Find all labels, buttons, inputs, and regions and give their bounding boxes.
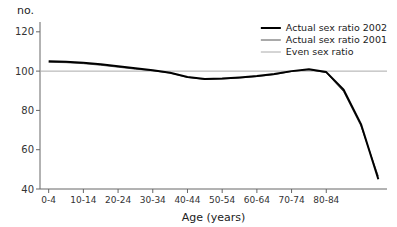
legend-label: Actual sex ratio 2002 — [286, 22, 387, 33]
x-axis-label: Age (years) — [182, 211, 246, 224]
x-tick — [48, 189, 49, 193]
x-tick — [187, 189, 188, 193]
x-tick — [291, 189, 292, 193]
x-tick-label: 20-24 — [105, 195, 131, 205]
x-tick — [222, 189, 223, 193]
y-tick-label: 80 — [21, 105, 34, 116]
y-tick-label: 60 — [21, 144, 34, 155]
series-line — [49, 61, 379, 179]
x-tick-label: 70-74 — [278, 195, 304, 205]
y-tick — [36, 110, 40, 111]
legend-label: Even sex ratio — [286, 46, 354, 57]
y-tick-label: 40 — [21, 184, 34, 195]
chart: 40 60 80 100 120 0-4 10-14 20-24 30-34 40-44 50-54… — [0, 0, 397, 227]
x-tick-label: 10-14 — [70, 195, 96, 205]
reference-line — [40, 71, 387, 72]
y-axis-label: no. — [17, 4, 34, 17]
x-tick — [152, 189, 153, 193]
x-tick — [256, 189, 257, 193]
y-tick — [36, 149, 40, 150]
legend: Actual sex ratio 2002Actual sex ratio 20… — [261, 22, 387, 57]
x-axis-line — [40, 189, 387, 190]
x-tick-label: 40-44 — [174, 195, 200, 205]
plot-area — [40, 61, 387, 179]
x-tick-label: 60-64 — [244, 195, 270, 205]
x-tick-label: 80-84 — [313, 195, 339, 205]
x-tick-label: 50-54 — [209, 195, 235, 205]
y-tick — [36, 71, 40, 72]
legend-swatch — [261, 27, 281, 29]
y-tick — [36, 31, 40, 32]
legend-label: Actual sex ratio 2001 — [286, 34, 387, 45]
x-tick-label: 0-4 — [41, 195, 56, 205]
x-tick — [118, 189, 119, 193]
y-tick-label: 100 — [15, 66, 34, 77]
x-tick-label: 30-34 — [140, 195, 166, 205]
y-tick-label: 120 — [15, 26, 34, 37]
legend-swatch — [261, 52, 281, 53]
x-tick — [326, 189, 327, 193]
y-tick — [36, 189, 40, 190]
legend-swatch — [261, 40, 281, 41]
x-tick — [83, 189, 84, 193]
y-axis-line — [40, 22, 41, 189]
